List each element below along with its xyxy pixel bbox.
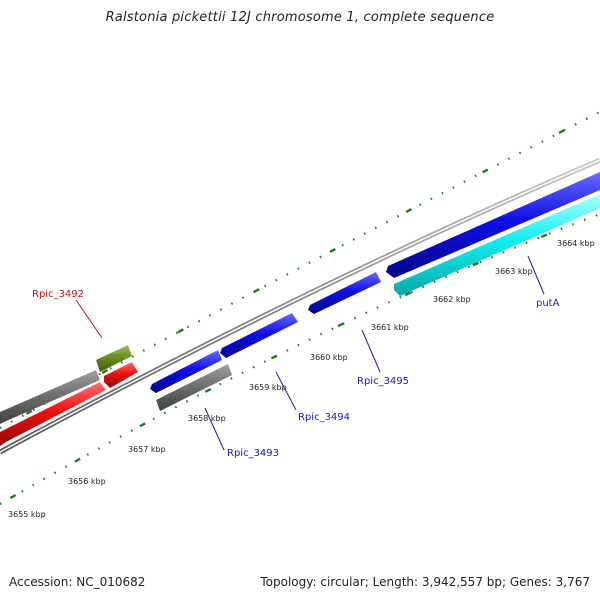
inner-tick-ring <box>0 212 600 505</box>
leader-rpic3493 <box>204 407 225 451</box>
tick-label: 3664 kbp <box>557 239 595 248</box>
feature-track <box>0 172 600 446</box>
gene-label-rpic3492[interactable]: Rpic_3492 <box>32 289 84 300</box>
tick-label: 3662 kbp <box>433 295 471 304</box>
cyan-feature-puta[interactable] <box>394 194 600 296</box>
gene-label-rpic3493[interactable]: Rpic_3493 <box>227 448 279 459</box>
tick-label: 3661 kbp <box>371 323 409 332</box>
scale-labels: 3655 kbp 3656 kbp 3657 kbp 3658 kbp 3659… <box>8 239 595 519</box>
gene-label-puta[interactable]: putA <box>536 298 560 309</box>
tick-label: 3660 kbp <box>310 353 348 362</box>
olive-feature[interactable] <box>96 345 132 372</box>
blue-feature-1[interactable] <box>150 350 222 393</box>
red-feature-long[interactable] <box>0 382 106 446</box>
gene-labels: Rpic_3492 Rpic_3493 Rpic_3494 Rpic_3495 … <box>32 289 560 459</box>
blue-feature-4-long[interactable] <box>386 172 600 278</box>
gene-label-rpic3494[interactable]: Rpic_3494 <box>298 412 350 423</box>
tick-label: 3663 kbp <box>495 267 533 276</box>
blue-feature-2[interactable] <box>220 313 298 358</box>
gray-feature-rpic3493[interactable] <box>156 364 232 411</box>
tick-label: 3658 kbp <box>188 414 226 423</box>
tick-label: 3656 kbp <box>68 477 106 486</box>
topology-summary: Topology: circular; Length: 3,942,557 bp… <box>260 575 590 589</box>
accession-text: Accession: NC_010682 <box>9 575 146 589</box>
backbone-inner-line <box>0 159 600 453</box>
leader-lines <box>75 255 545 451</box>
leader-rpic3494 <box>275 371 297 411</box>
blue-feature-3[interactable] <box>308 272 381 314</box>
map-title: Ralstonia pickettii 12J chromosome 1, co… <box>105 10 495 25</box>
leader-puta <box>527 255 545 295</box>
tick-label: 3655 kbp <box>8 510 46 519</box>
inner-major-ticks <box>0 212 600 506</box>
gene-label-rpic3495[interactable]: Rpic_3495 <box>357 376 409 387</box>
tick-label: 3657 kbp <box>128 445 166 454</box>
leader-rpic3492 <box>75 299 103 339</box>
gray-feature-left[interactable] <box>0 370 100 424</box>
tick-label: 3659 kbp <box>249 383 287 392</box>
leader-rpic3495 <box>361 329 381 373</box>
backbone-outer-line <box>0 157 600 455</box>
red-feature-small[interactable] <box>104 362 138 388</box>
